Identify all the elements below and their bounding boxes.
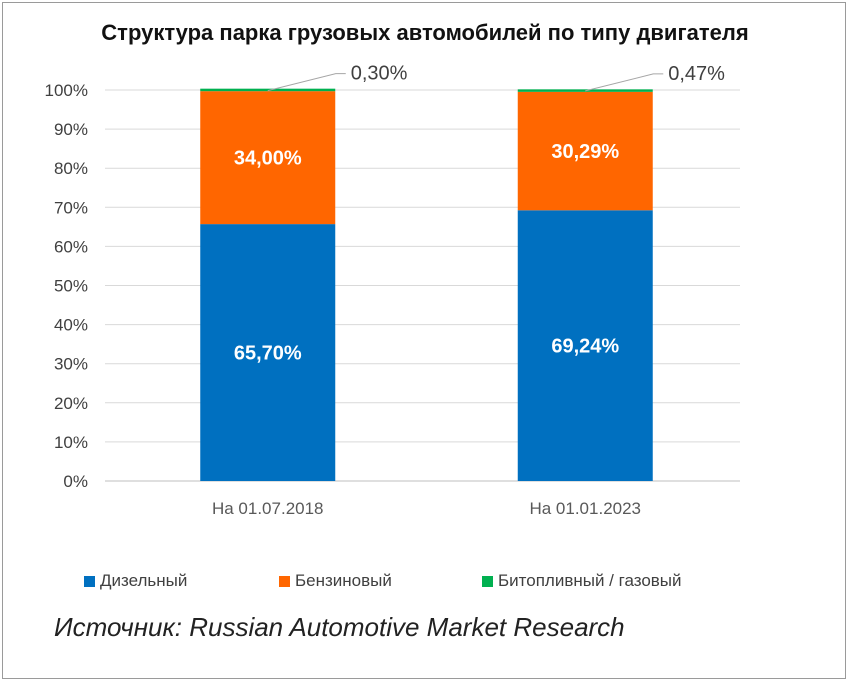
legend-swatch: [84, 575, 95, 587]
legend-label: Битопливный / газовый: [498, 571, 682, 590]
legend-swatch: [279, 575, 290, 587]
legend-item: Дизельный: [84, 571, 187, 591]
bar-segment: [517, 91, 653, 211]
y-tick-label: 20%: [54, 394, 88, 413]
chart-title: Структура парка грузовых автомобилей по …: [101, 20, 749, 45]
leader-line: [585, 73, 664, 92]
legend-item: Бензиновый: [279, 571, 392, 591]
x-tick-label: На 01.07.2018: [212, 499, 324, 518]
bar-segment: [200, 91, 336, 225]
y-tick-label: 50%: [54, 277, 88, 296]
data-label: 69,24%: [551, 336, 619, 358]
legend-swatch: [482, 575, 493, 587]
y-tick-label: 60%: [54, 237, 88, 256]
y-tick-label: 80%: [54, 159, 88, 178]
y-tick-label: 40%: [54, 316, 88, 335]
data-label: 30,29%: [551, 141, 619, 163]
source-note: Источник: Russian Automotive Market Rese…: [54, 612, 625, 642]
y-tick-label: 70%: [54, 198, 88, 217]
bar-segment: [200, 88, 336, 92]
data-label: 0,47%: [668, 63, 725, 85]
x-tick-label: На 01.01.2023: [529, 499, 641, 518]
legend-label: Бензиновый: [295, 571, 392, 590]
y-tick-label: 0%: [63, 472, 88, 491]
data-label: 0,30%: [351, 63, 408, 85]
leader-line: [267, 73, 346, 92]
y-tick-label: 90%: [54, 120, 88, 139]
legend-item: Битопливный / газовый: [482, 571, 682, 591]
y-tick-label: 100%: [45, 81, 88, 100]
data-label: 65,70%: [234, 343, 302, 365]
bar-segment: [517, 210, 653, 481]
chart-plot: 0% 10% 20% 30% 40% 50% 60% 70% 80% 90% 100% 65,70% 3…: [45, 63, 740, 518]
chart-legend: Дизельный Бензиновый Битопливный / газовый: [0, 571, 850, 595]
y-tick-label: 30%: [54, 355, 88, 374]
legend-label: Дизельный: [100, 571, 188, 590]
data-label: 34,00%: [234, 148, 302, 170]
y-tick-label: 10%: [54, 433, 88, 452]
bar-segment: [200, 224, 336, 481]
